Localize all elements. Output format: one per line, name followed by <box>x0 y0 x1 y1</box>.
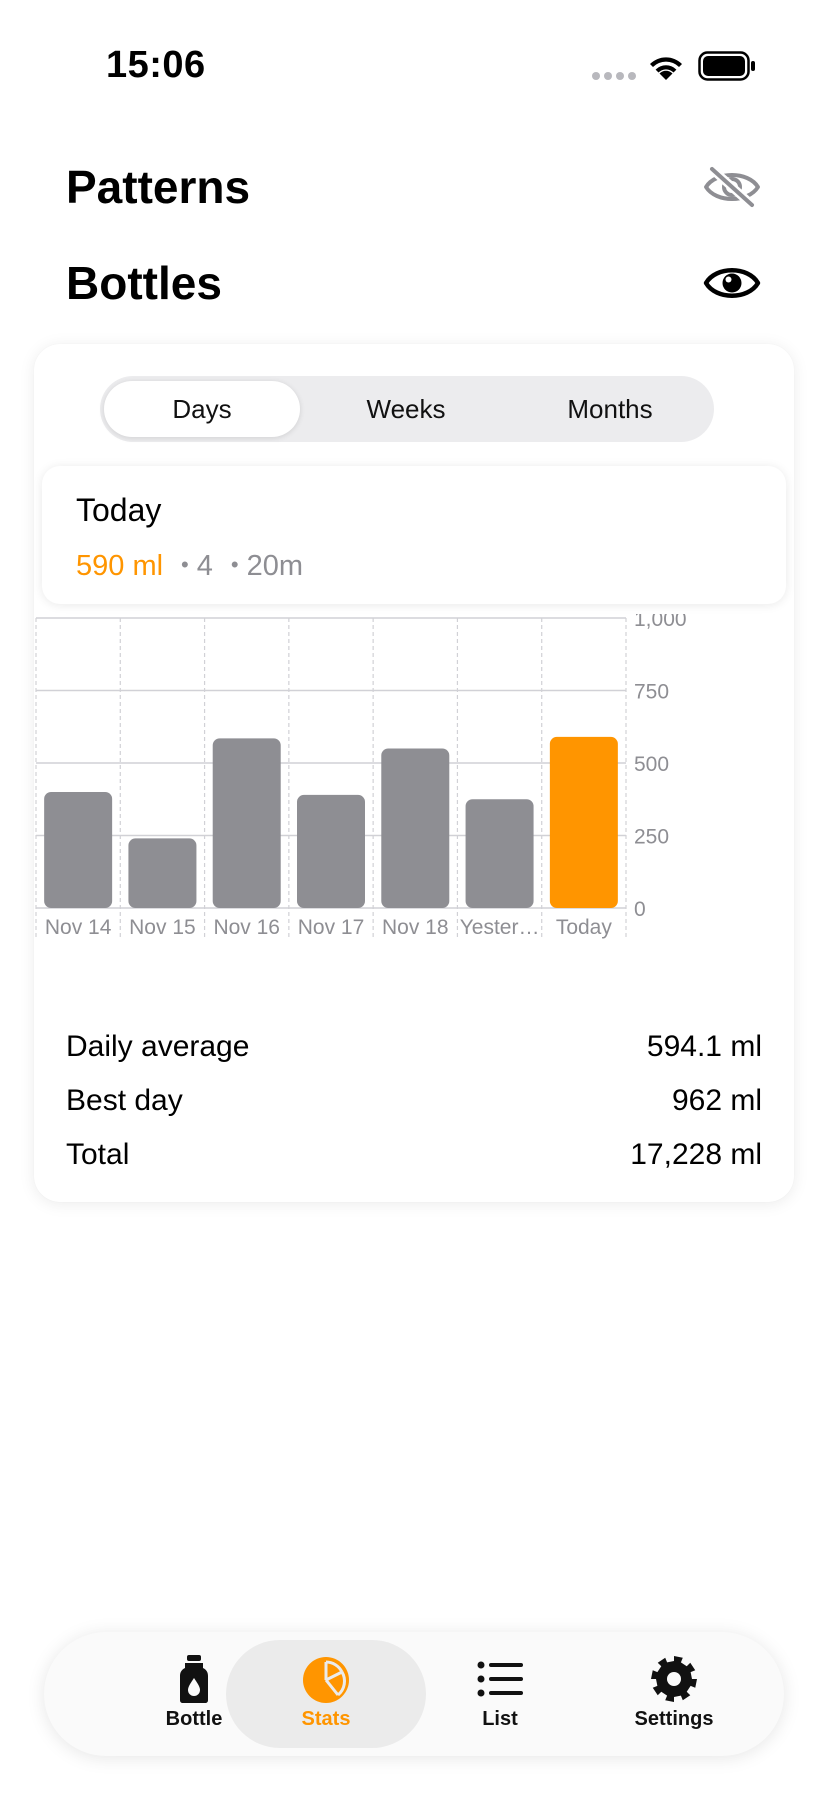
segment-weeks[interactable]: Weeks <box>366 394 446 424</box>
summary-value: 594.1 ml <box>646 1030 762 1063</box>
bottle-icon <box>180 1655 208 1703</box>
chart-x-tick-label: Nov 18 <box>382 916 449 939</box>
chart-x-tick-label: Yester… <box>460 916 540 939</box>
bottles-section-header: Bottles <box>66 251 762 315</box>
bottles-stats-card: Days Weeks Months Today 590 ml • 4 • 20m 1,0… <box>34 344 794 1202</box>
tab-stats[interactable]: Stats <box>226 1640 426 1748</box>
gear-icon <box>651 1656 697 1702</box>
summary-value: 17,228 ml <box>630 1138 762 1171</box>
pie-chart-icon <box>303 1657 349 1703</box>
status-time: 15:06 <box>106 44 206 86</box>
selected-day-count: 4 <box>196 550 213 582</box>
selected-day-duration: 20m <box>246 550 304 582</box>
selected-day-stats: 590 ml • 4 • 20m <box>76 550 303 583</box>
tab-label: List <box>482 1708 518 1730</box>
chart-x-tick-label: Nov 17 <box>298 916 365 939</box>
chart-y-tick-label: 1,000 <box>634 614 687 631</box>
summary-row-best-day: Best day 962 ml <box>66 1074 762 1128</box>
cellular-signal-icon <box>592 72 636 80</box>
tab-label: Stats <box>301 1708 351 1730</box>
chart-y-tick-label: 250 <box>634 826 669 849</box>
chart-y-tick-label: 500 <box>634 753 669 776</box>
segment-days[interactable]: Days <box>104 381 300 437</box>
selected-day-amount: 590 ml <box>76 550 164 582</box>
summary-value: 962 ml <box>671 1084 762 1117</box>
chart-x-tick-label: Nov 16 <box>213 916 280 939</box>
chart-x-tick-label: Today <box>556 916 613 939</box>
tab-label: Settings <box>634 1708 714 1730</box>
chart-bar <box>549 736 618 908</box>
selected-day-label: Today <box>76 492 162 528</box>
chart-bar <box>465 799 534 908</box>
eye-slash-icon[interactable] <box>702 163 762 211</box>
summary-label: Total <box>66 1138 130 1171</box>
chart-y-tick-label: 750 <box>634 681 669 704</box>
chart-bar <box>44 792 113 908</box>
status-bar: 15:06 <box>0 0 828 140</box>
chart-bar <box>212 738 281 908</box>
summary-label: Daily average <box>66 1030 250 1063</box>
summary-label: Best day <box>66 1084 183 1117</box>
chart-x-tick-label: Nov 15 <box>129 916 196 939</box>
chart-bar <box>128 838 197 908</box>
battery-icon <box>698 51 755 81</box>
chart-bar <box>381 748 450 908</box>
tab-bottle[interactable]: Bottle <box>94 1640 294 1748</box>
separator-dot: • <box>230 552 239 577</box>
patterns-title: Patterns <box>66 161 251 213</box>
summary-row-daily-average: Daily average 594.1 ml <box>66 1020 762 1074</box>
bottles-title: Bottles <box>66 257 222 309</box>
summary-row-total: Total 17,228 ml <box>66 1128 762 1182</box>
period-segmented-control: Days Weeks Months <box>100 376 714 442</box>
daily-volume-bar-chart[interactable]: 1,000 750 500 250 0 Nov 14 Nov 15 Nov 16 Nov 17 N… <box>34 614 794 964</box>
patterns-section-header: Patterns <box>66 155 762 219</box>
segment-months[interactable]: Months <box>567 394 653 424</box>
tab-bar: Bottle Stats List Settings <box>44 1632 784 1756</box>
eye-icon[interactable] <box>702 259 762 307</box>
wifi-icon <box>650 57 682 80</box>
chart-x-tick-label: Nov 14 <box>45 916 112 939</box>
chart-y-tick-label: 0 <box>634 898 646 921</box>
separator-dot: • <box>181 552 189 577</box>
stats-summary: Daily average 594.1 ml Best day 962 ml T… <box>66 1020 762 1182</box>
chart-bar <box>297 794 365 908</box>
tab-settings[interactable]: Settings <box>574 1640 774 1748</box>
tab-label: Bottle <box>165 1708 223 1730</box>
list-icon <box>477 1661 523 1697</box>
selected-day-summary: Today 590 ml • 4 • 20m <box>42 466 786 604</box>
tab-list[interactable]: List <box>400 1640 600 1748</box>
